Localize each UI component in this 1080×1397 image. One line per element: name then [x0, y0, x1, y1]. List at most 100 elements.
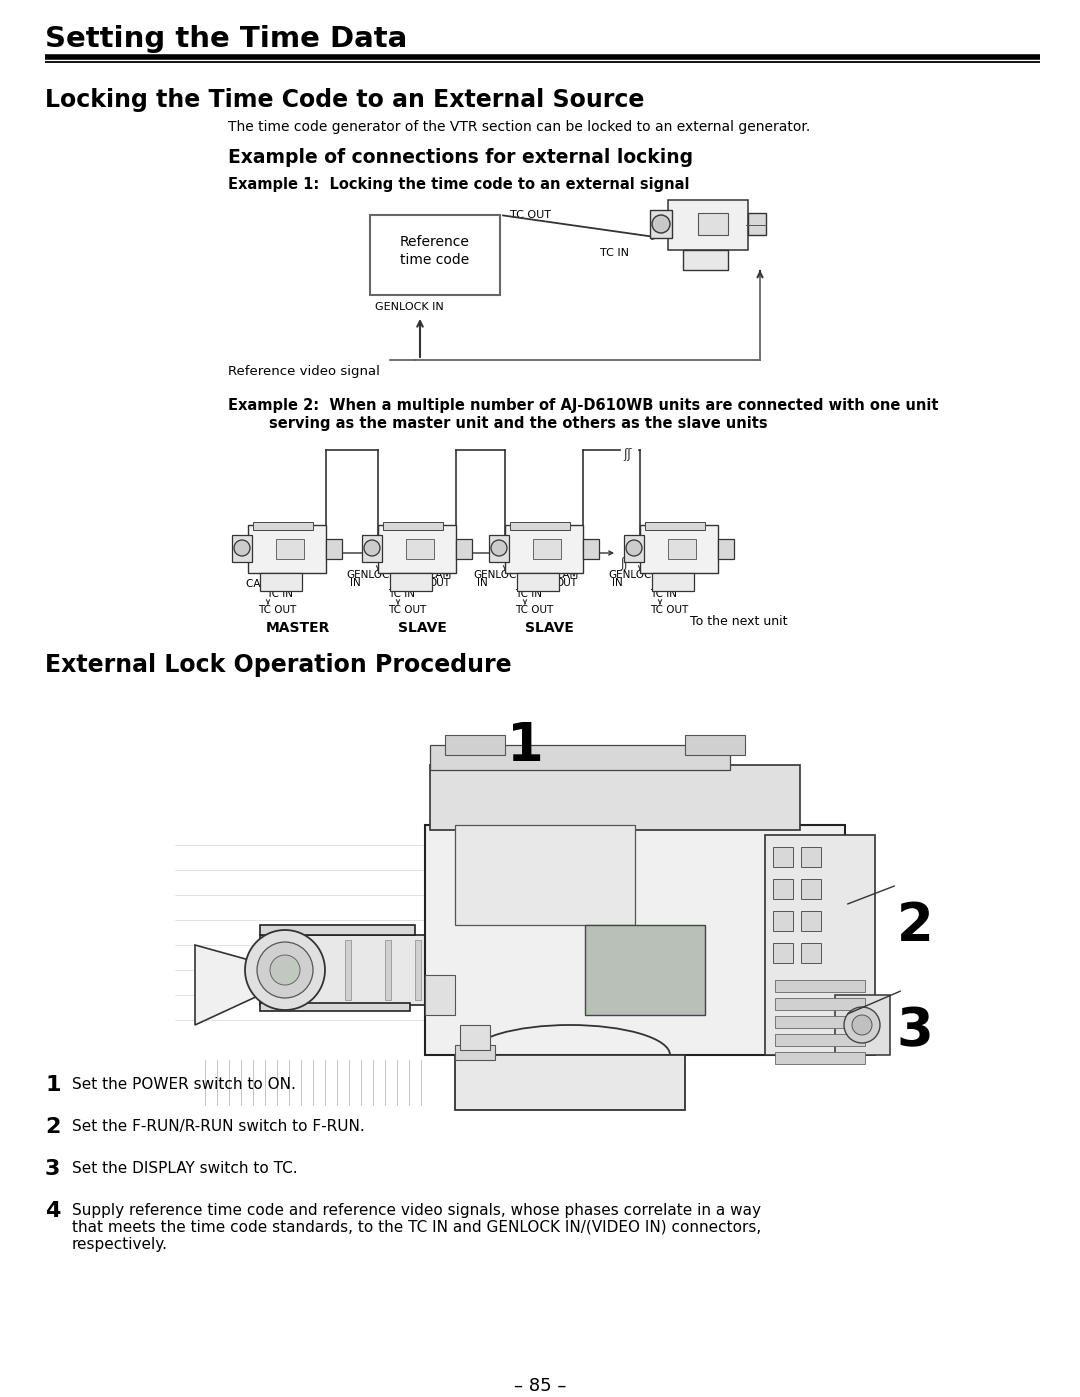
Bar	[534, 539, 561, 559]
Circle shape	[843, 1007, 880, 1044]
Text: – 85 –: – 85 –	[514, 1377, 566, 1396]
Text: Setting the Time Data: Setting the Time Data	[45, 25, 407, 53]
Bar	[718, 539, 734, 559]
Text: Set the POWER switch to ON.: Set the POWER switch to ON.	[72, 1077, 296, 1092]
Circle shape	[234, 541, 249, 556]
Text: Set the F-RUN/R-RUN switch to F-RUN.: Set the F-RUN/R-RUN switch to F-RUN.	[72, 1119, 365, 1134]
Text: GENLOCK: GENLOCK	[473, 570, 523, 580]
Polygon shape	[195, 944, 260, 1025]
Circle shape	[245, 930, 325, 1010]
Bar	[775, 1016, 865, 1028]
Bar	[383, 522, 443, 529]
Text: TC IN: TC IN	[266, 590, 293, 599]
Text: TC IN: TC IN	[650, 590, 677, 599]
Text: SLAVE: SLAVE	[525, 622, 573, 636]
Text: Locking the Time Code to an External Source: Locking the Time Code to an External Sou…	[45, 88, 645, 112]
Text: Reference
time code: Reference time code	[400, 235, 470, 267]
Circle shape	[491, 541, 507, 556]
Bar	[430, 745, 730, 770]
Text: 3: 3	[45, 1160, 60, 1179]
Circle shape	[257, 942, 313, 997]
Bar	[460, 1025, 490, 1051]
Bar	[683, 250, 728, 270]
Text: IN: IN	[612, 578, 623, 588]
Text: TC OUT: TC OUT	[650, 605, 688, 615]
Bar	[517, 573, 559, 591]
Bar	[669, 539, 696, 559]
Text: SLAVE: SLAVE	[399, 622, 447, 636]
Bar	[275, 940, 281, 1000]
Text: that meets the time code standards, to the TC IN and GENLOCK IN/(VIDEO IN) conne: that meets the time code standards, to t…	[72, 1220, 761, 1235]
Text: CAM: CAM	[555, 570, 579, 580]
Bar	[260, 925, 415, 935]
Text: 4: 4	[45, 1201, 60, 1221]
Bar	[775, 997, 865, 1010]
Text: GENLOCK: GENLOCK	[346, 570, 396, 580]
Bar	[415, 940, 421, 1000]
Bar	[801, 879, 821, 900]
Bar	[260, 573, 302, 591]
Bar	[640, 525, 718, 573]
Text: OUT: OUT	[428, 578, 450, 588]
Bar	[426, 975, 455, 1016]
Text: Example 2:  When a multiple number of AJ-D610WB units are connected with one uni: Example 2: When a multiple number of AJ-…	[228, 398, 939, 414]
Circle shape	[364, 541, 380, 556]
Text: 1: 1	[507, 719, 543, 773]
Text: Example 1:  Locking the time code to an external signal: Example 1: Locking the time code to an e…	[228, 177, 689, 191]
Text: serving as the master unit and the others as the slave units: serving as the master unit and the other…	[228, 416, 768, 432]
Bar	[510, 522, 570, 529]
Text: Reference video signal: Reference video signal	[228, 365, 380, 379]
Bar	[248, 525, 326, 573]
Bar	[455, 1045, 495, 1060]
Text: IN: IN	[350, 578, 361, 588]
Text: TC OUT: TC OUT	[388, 605, 427, 615]
Text: TC IN: TC IN	[600, 249, 629, 258]
Text: OUT: OUT	[555, 578, 577, 588]
Bar	[748, 212, 766, 235]
Text: The time code generator of the VTR section can be locked to an external generato: The time code generator of the VTR secti…	[228, 120, 810, 134]
Bar	[773, 943, 793, 963]
Text: 2: 2	[896, 900, 933, 951]
Bar	[260, 1003, 410, 1011]
Bar	[801, 847, 821, 868]
Text: GENLOCK: GENLOCK	[608, 570, 658, 580]
Bar	[835, 995, 890, 1055]
Text: Set the DISPLAY switch to TC.: Set the DISPLAY switch to TC.	[72, 1161, 298, 1176]
Bar	[685, 735, 745, 754]
Bar	[650, 210, 672, 237]
Bar	[326, 539, 342, 559]
Bar	[652, 573, 694, 591]
Text: respectively.: respectively.	[72, 1236, 168, 1252]
Bar	[773, 847, 793, 868]
Bar	[489, 535, 509, 562]
Text: GENLOCK IN: GENLOCK IN	[375, 302, 444, 312]
Bar	[260, 935, 430, 1004]
Text: To the next unit: To the next unit	[690, 615, 787, 629]
Bar	[455, 1055, 685, 1111]
Bar	[456, 539, 472, 559]
Bar	[773, 879, 793, 900]
Text: IN: IN	[477, 578, 488, 588]
Bar	[384, 940, 391, 1000]
Bar	[253, 522, 313, 529]
Text: GENLOCK IN: GENLOCK IN	[696, 228, 764, 237]
Bar	[426, 826, 845, 1055]
Bar	[645, 522, 705, 529]
Bar	[505, 525, 583, 573]
Bar	[232, 535, 252, 562]
Bar	[305, 940, 311, 1000]
Bar	[276, 539, 303, 559]
Bar	[801, 911, 821, 930]
Bar	[624, 535, 644, 562]
Text: TC OUT: TC OUT	[515, 605, 553, 615]
Bar	[583, 539, 599, 559]
Bar	[585, 925, 705, 1016]
Bar	[378, 525, 456, 573]
Circle shape	[652, 215, 670, 233]
Text: ʃʃ: ʃʃ	[623, 448, 632, 461]
Bar	[775, 1052, 865, 1065]
Text: 2: 2	[45, 1118, 60, 1137]
Bar	[370, 215, 500, 295]
Bar	[455, 826, 635, 925]
Bar	[773, 911, 793, 930]
